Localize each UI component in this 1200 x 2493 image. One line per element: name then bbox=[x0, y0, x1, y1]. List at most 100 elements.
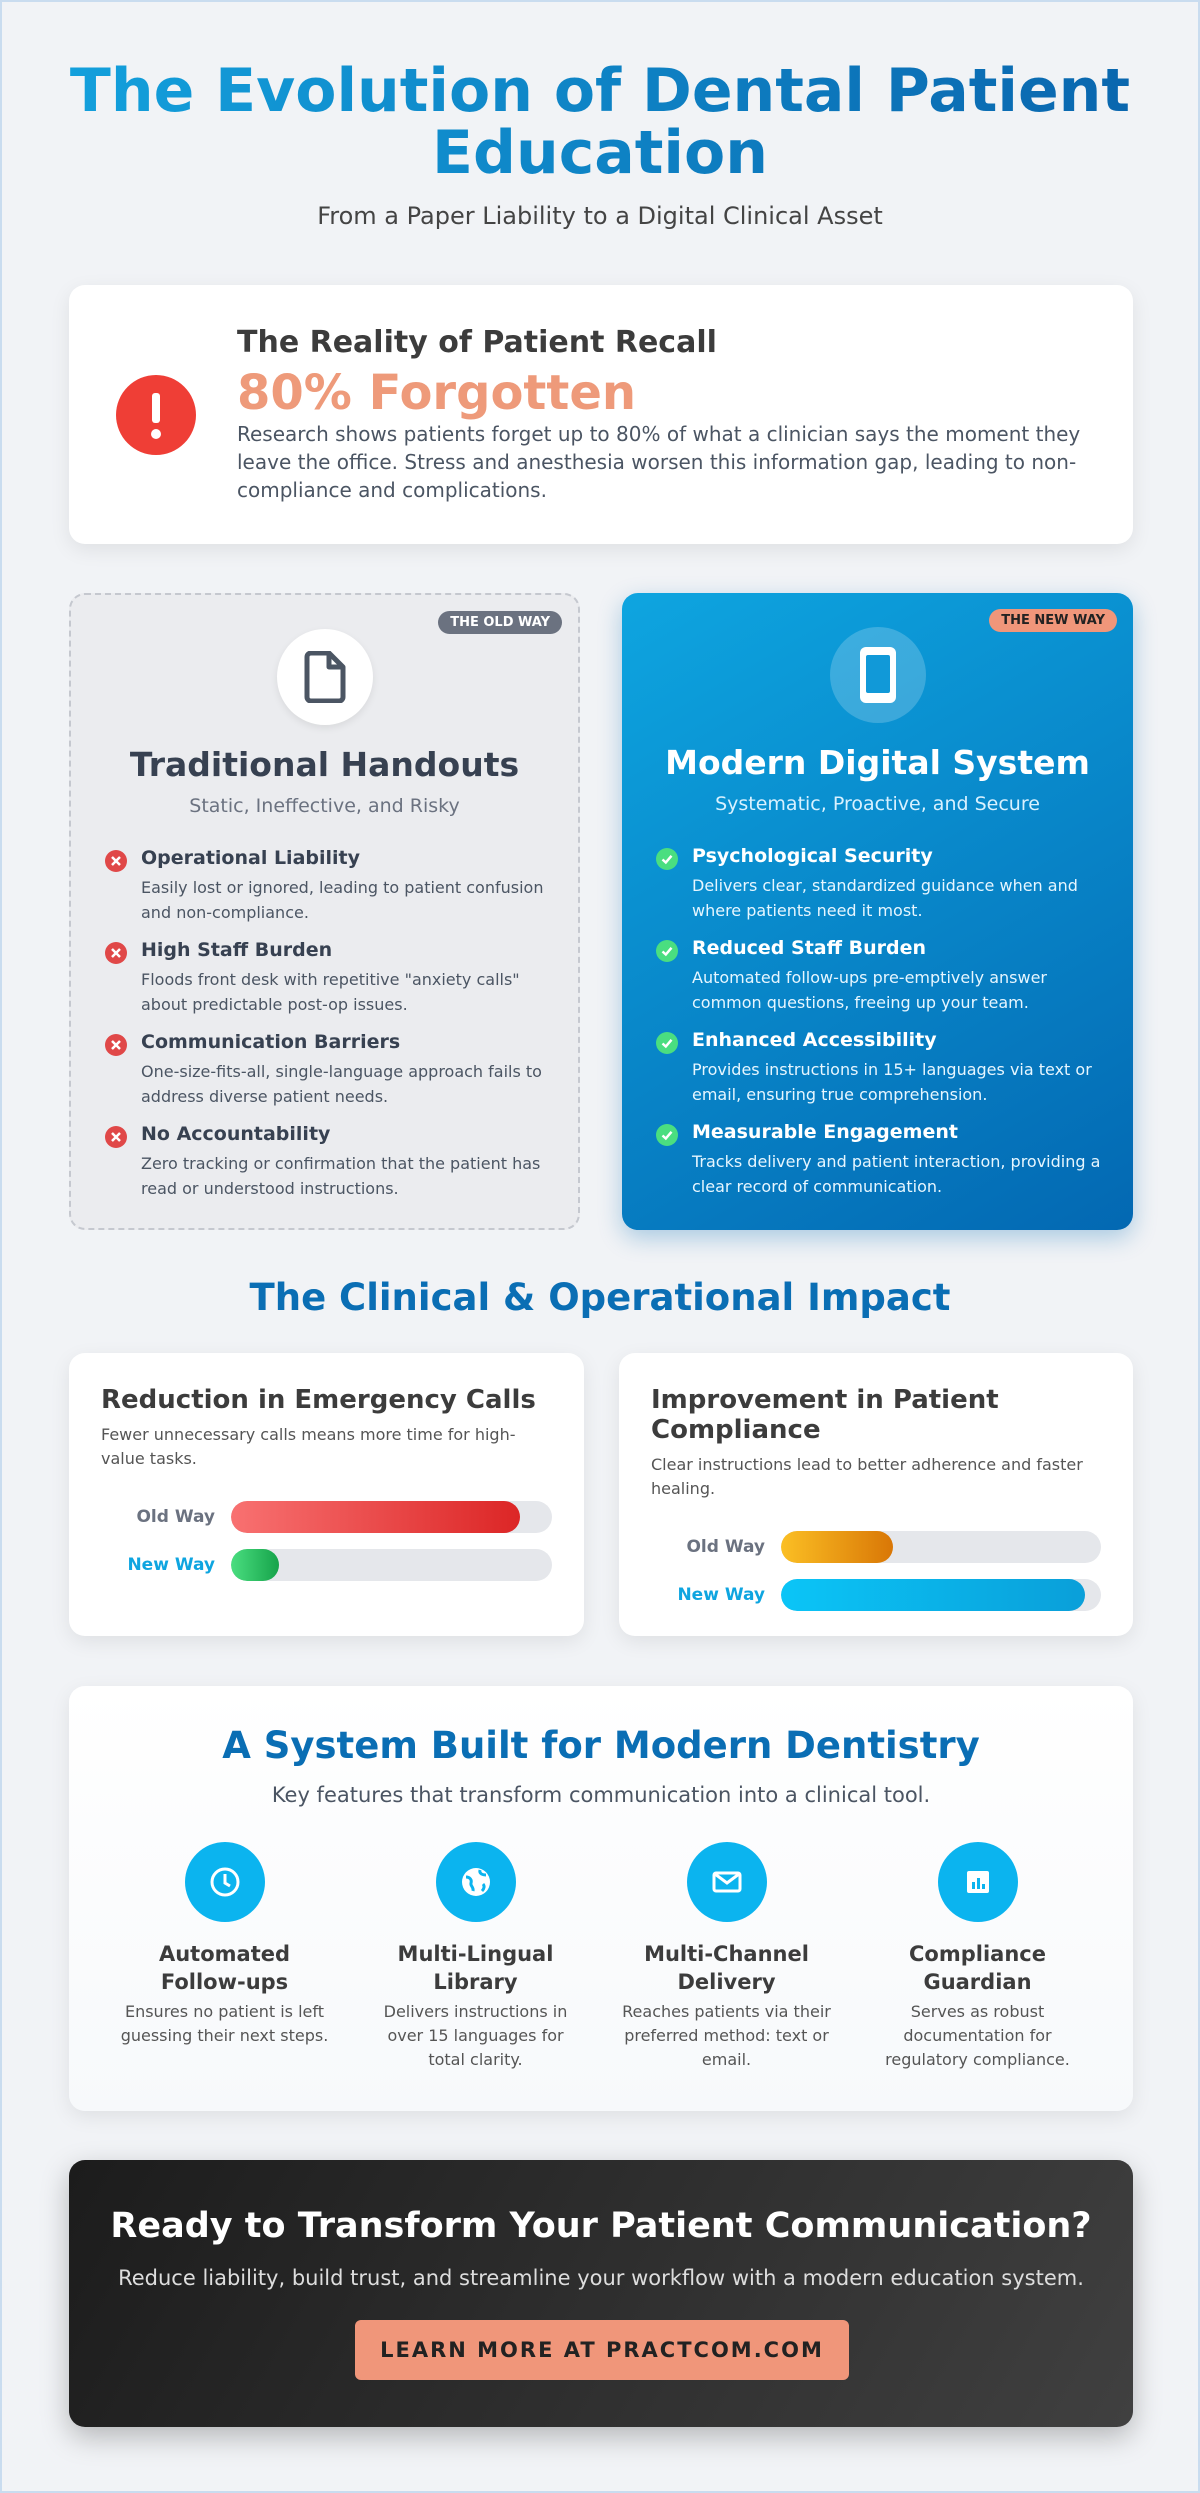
bar-track bbox=[781, 1531, 1101, 1563]
phone-icon bbox=[829, 627, 926, 723]
impact-card: Improvement in Patient Compliance Clear i… bbox=[619, 1353, 1133, 1636]
card-title: Modern Digital System bbox=[665, 743, 1090, 782]
list-item: Communication Barriers One-size-fits-all,… bbox=[105, 1031, 548, 1123]
bar bbox=[781, 1531, 893, 1563]
item-text: One-size-fits-all, single-language appro… bbox=[141, 1062, 542, 1106]
features-title: A System Built for Modern Dentistry bbox=[222, 1724, 980, 1767]
cta-title: Ready to Transform Your Patient Communic… bbox=[110, 2206, 1092, 2246]
feature-title: Automated Follow-ups bbox=[158, 1942, 291, 1994]
recall-text: Research shows patients forget up to 80%… bbox=[237, 422, 1081, 502]
bar-track bbox=[231, 1501, 552, 1533]
list-item: Reduced Staff Burden Automated follow-ups… bbox=[656, 937, 1103, 1029]
main-title: The Evolution of Dental Patient Educatio… bbox=[62, 60, 1138, 184]
recall-stat: 80% Forgotten bbox=[237, 365, 637, 421]
bar-label: Old Way bbox=[136, 1507, 215, 1527]
item-title: No Accountability bbox=[141, 1123, 331, 1145]
check-icon bbox=[656, 1124, 678, 1146]
list-item: High Staff Burden Floods front desk with … bbox=[105, 939, 548, 1031]
bar-track bbox=[781, 1579, 1101, 1611]
x-icon bbox=[105, 850, 127, 872]
item-title: Communication Barriers bbox=[141, 1031, 401, 1053]
feature-text: Serves as robust documentation for regul… bbox=[885, 2002, 1070, 2069]
phone-glyph bbox=[859, 647, 896, 703]
item-list: Psychological Security Delivers clear, st… bbox=[656, 845, 1103, 1213]
item-title: Psychological Security bbox=[692, 845, 933, 867]
recall-card: The Reality of Patient Recall 80% Forgot… bbox=[69, 285, 1133, 544]
impact-card: Reduction in Emergency Calls Fewer unnece… bbox=[69, 1353, 584, 1636]
badge: THE NEW WAY bbox=[989, 609, 1117, 632]
feature-text: Reaches patients via their preferred met… bbox=[622, 2002, 831, 2069]
bar-label: Old Way bbox=[686, 1537, 765, 1557]
list-item: Measurable Engagement Tracks delivery and… bbox=[656, 1121, 1103, 1213]
alert-icon bbox=[116, 375, 196, 455]
bar-row: Old Way bbox=[101, 1493, 552, 1541]
document-glyph bbox=[304, 651, 345, 703]
item-text: Automated follow-ups pre-emptively answe… bbox=[692, 968, 1047, 1012]
feature: Multi-Lingual Library Delivers instructio… bbox=[350, 1842, 601, 2072]
x-icon bbox=[105, 942, 127, 964]
impact-card-text: Clear instructions lead to better adhere… bbox=[651, 1455, 1083, 1498]
bar-label: New Way bbox=[127, 1555, 215, 1575]
cta-text: Reduce liability, build trust, and strea… bbox=[118, 2266, 1084, 2290]
item-list: Operational Liability Easily lost or igno… bbox=[105, 847, 548, 1215]
recall-heading: The Reality of Patient Recall bbox=[237, 325, 717, 360]
document-icon bbox=[276, 629, 373, 725]
bar-row: New Way bbox=[651, 1571, 1101, 1619]
check-icon bbox=[656, 1032, 678, 1054]
feature-title: Compliance Guardian bbox=[909, 1942, 1046, 1994]
bar-track bbox=[231, 1549, 552, 1581]
x-icon bbox=[105, 1126, 127, 1148]
item-text: Delivers clear, standardized guidance wh… bbox=[692, 876, 1078, 920]
card-title: Traditional Handouts bbox=[129, 745, 520, 784]
feature: Compliance Guardian Serves as robust docu… bbox=[852, 1842, 1103, 2072]
bar-label: New Way bbox=[677, 1585, 765, 1605]
item-title: Reduced Staff Burden bbox=[692, 937, 926, 959]
features-subtitle: Key features that transform communicatio… bbox=[271, 1783, 931, 1807]
list-item: No Accountability Zero tracking or confir… bbox=[105, 1123, 548, 1215]
feature-icon bbox=[184, 1842, 265, 1922]
feature-text: Delivers instructions in over 15 languag… bbox=[383, 2002, 568, 2069]
feature-icon bbox=[435, 1842, 516, 1922]
bar bbox=[231, 1549, 280, 1581]
feature-icon bbox=[937, 1842, 1018, 1922]
feature: Multi-Channel Delivery Reaches patients v… bbox=[601, 1842, 852, 2072]
check-icon bbox=[656, 940, 678, 962]
item-title: Measurable Engagement bbox=[692, 1121, 958, 1143]
check-icon bbox=[656, 848, 678, 870]
item-title: Operational Liability bbox=[141, 847, 361, 869]
bar bbox=[231, 1501, 520, 1533]
list-item: Enhanced Accessibility Provides instructi… bbox=[656, 1029, 1103, 1121]
impact-card-title: Improvement in Patient Compliance bbox=[651, 1385, 999, 1445]
features-card: A System Built for Modern Dentistry Key … bbox=[69, 1686, 1133, 2111]
features-grid: Automated Follow-ups Ensures no patient i… bbox=[99, 1842, 1103, 2072]
x-icon bbox=[105, 1034, 127, 1056]
item-text: Easily lost or ignored, leading to patie… bbox=[141, 878, 544, 922]
feature-title: Multi-Channel Delivery bbox=[644, 1942, 809, 1994]
impact-card-text: Fewer unnecessary calls means more time … bbox=[101, 1425, 516, 1468]
list-item: Operational Liability Easily lost or igno… bbox=[105, 847, 548, 939]
alert-glyph bbox=[151, 393, 161, 439]
bar-row: New Way bbox=[101, 1541, 552, 1589]
feature: Automated Follow-ups Ensures no patient i… bbox=[99, 1842, 350, 2072]
list-item: Psychological Security Delivers clear, st… bbox=[656, 845, 1103, 937]
item-text: Zero tracking or confirmation that the p… bbox=[141, 1154, 541, 1198]
item-title: High Staff Burden bbox=[141, 939, 333, 961]
feature-text: Ensures no patient is left guessing thei… bbox=[120, 2002, 329, 2045]
bar-row: Old Way bbox=[651, 1523, 1101, 1571]
new-way-card: THE NEW WAY Modern Digital System System… bbox=[622, 593, 1133, 1230]
feature-title: Multi-Lingual Library bbox=[397, 1942, 554, 1994]
item-text: Tracks delivery and patient interaction,… bbox=[692, 1152, 1101, 1196]
card-subtitle: Systematic, Proactive, and Secure bbox=[715, 793, 1040, 815]
bar bbox=[781, 1579, 1085, 1611]
cta-button[interactable]: LEARN MORE AT PRACTCOM.COM bbox=[355, 2320, 849, 2380]
item-title: Enhanced Accessibility bbox=[692, 1029, 937, 1051]
item-text: Floods front desk with repetitive "anxie… bbox=[141, 970, 520, 1014]
impact-title: The Clinical & Operational Impact bbox=[249, 1276, 951, 1319]
badge: THE OLD WAY bbox=[438, 611, 562, 634]
card-subtitle: Static, Ineffective, and Risky bbox=[189, 795, 460, 817]
impact-card-title: Reduction in Emergency Calls bbox=[101, 1385, 536, 1415]
item-text: Provides instructions in 15+ languages v… bbox=[692, 1060, 1092, 1104]
